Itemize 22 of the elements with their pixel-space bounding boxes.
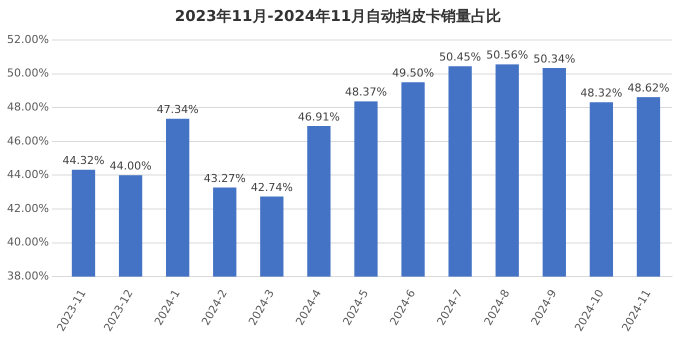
data-label: 46.91% xyxy=(298,110,340,124)
y-tick-label: 42.00% xyxy=(6,202,49,215)
data-label: 48.37% xyxy=(344,86,387,99)
y-tick-label: 40.00% xyxy=(6,236,49,249)
chart-title: 2023年11月-2024年11月自动挡皮卡销量占比 xyxy=(174,6,502,25)
data-label: 43.27% xyxy=(204,172,246,185)
y-tick-label: 46.00% xyxy=(6,134,49,148)
data-label: 49.50% xyxy=(392,66,434,80)
data-label: 50.45% xyxy=(439,50,482,64)
data-label: 48.62% xyxy=(627,81,670,94)
y-tick-label: 48.00% xyxy=(6,100,49,114)
data-label: 50.56% xyxy=(486,48,528,62)
data-label: 48.32% xyxy=(580,86,622,100)
y-tick-label: 50.00% xyxy=(6,66,49,80)
y-tick-label: 52.00% xyxy=(6,32,49,46)
data-label: 44.32% xyxy=(62,154,104,168)
data-label: 50.34% xyxy=(533,52,576,66)
data-label: 44.00% xyxy=(110,160,152,173)
y-tick-label: 38.00% xyxy=(6,269,49,282)
data-label: 47.34% xyxy=(156,103,199,116)
y-tick-label: 44.00% xyxy=(6,168,49,182)
data-label: 42.74% xyxy=(250,180,293,194)
